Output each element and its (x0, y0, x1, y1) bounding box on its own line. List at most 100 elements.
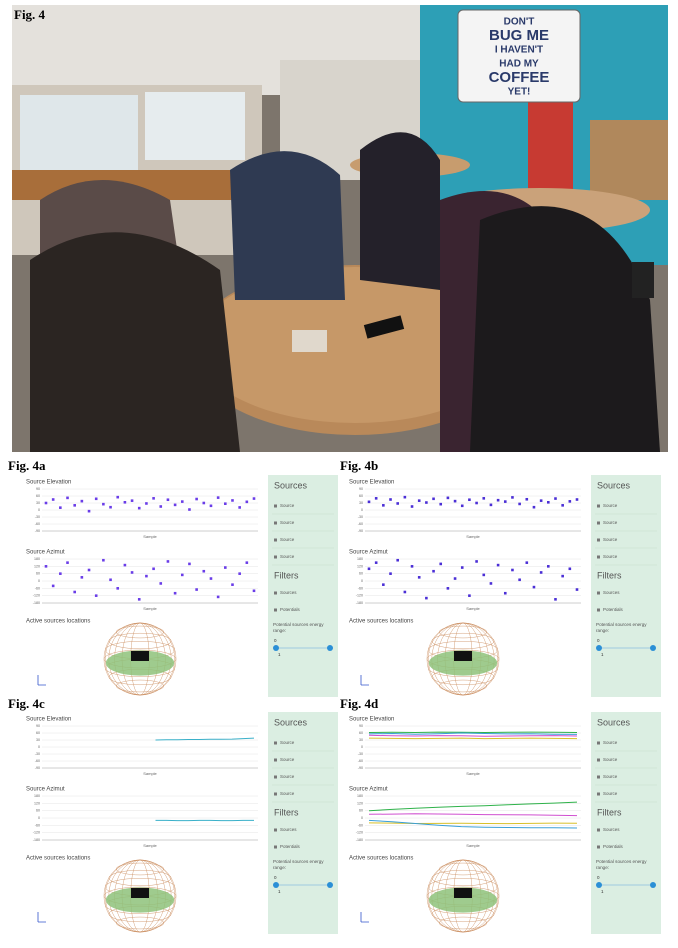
point (547, 501, 550, 504)
source-item: Source (603, 554, 618, 559)
point (425, 596, 428, 600)
source-item: Source (603, 791, 618, 796)
point (446, 587, 450, 590)
point (554, 598, 557, 601)
y-tick-label: -60 (358, 823, 363, 827)
checkbox (597, 845, 600, 849)
slider-handle[interactable] (596, 882, 602, 888)
point (44, 501, 48, 505)
photo (12, 5, 668, 452)
checkbox (274, 555, 277, 559)
line (368, 822, 578, 825)
point (209, 577, 213, 580)
sphere-wire (438, 916, 488, 930)
y-tick-label: 60 (36, 809, 40, 813)
slider-handle[interactable] (650, 645, 656, 651)
y-tick-label: 0 (361, 745, 363, 749)
point (425, 501, 428, 504)
filters-heading: Filters (597, 570, 622, 580)
point (202, 501, 206, 505)
point (51, 584, 55, 588)
point (432, 497, 435, 501)
sphere-title: Active sources locations (349, 856, 413, 862)
checkbox (274, 845, 277, 849)
source-item: Source (280, 537, 295, 542)
y-tick-label: -90 (35, 529, 40, 533)
y-tick-label: -60 (35, 586, 40, 590)
filter-item: Sources (280, 590, 297, 595)
point (403, 495, 407, 499)
point (511, 496, 514, 499)
sidebar (268, 475, 338, 697)
point (159, 582, 163, 585)
checkbox (274, 828, 277, 832)
device (131, 888, 149, 898)
y-tick-label: -120 (356, 594, 363, 598)
slider-handle[interactable] (327, 645, 333, 651)
slider-handle[interactable] (273, 645, 279, 651)
point (367, 567, 371, 571)
slider-handle[interactable] (273, 882, 279, 888)
checkbox (597, 758, 600, 762)
point (532, 585, 536, 589)
y-tick-label: 90 (36, 724, 40, 728)
point (374, 497, 378, 500)
point (130, 499, 134, 502)
source-item: Source (603, 520, 618, 525)
point (547, 565, 550, 568)
point (568, 567, 572, 571)
checkbox (597, 521, 600, 525)
point (216, 496, 220, 499)
sources-heading: Sources (597, 480, 631, 490)
x-axis-label: Sample (143, 843, 157, 848)
point (439, 502, 443, 506)
checkbox (597, 828, 600, 832)
y-tick-label: -60 (358, 759, 363, 763)
point (496, 563, 500, 567)
y-tick-label: 0 (38, 508, 40, 512)
y-tick-label: 0 (361, 816, 363, 820)
slider-handle[interactable] (650, 882, 656, 888)
y-tick-label: -90 (358, 529, 363, 533)
sphere-wire (108, 633, 172, 649)
point (195, 588, 198, 591)
y-tick-label: -120 (356, 831, 363, 835)
y-tick-label: 60 (359, 494, 363, 498)
point (73, 504, 76, 507)
sign-text: BUG ME (489, 27, 549, 44)
point (446, 496, 450, 500)
point (475, 501, 478, 505)
checkbox (597, 591, 600, 595)
slider-handle[interactable] (327, 882, 333, 888)
y-tick-label: -180 (356, 601, 363, 605)
checkbox (274, 521, 277, 525)
source-item: Source (280, 774, 295, 779)
y-tick-label: 0 (38, 816, 40, 820)
point (180, 573, 184, 577)
point (453, 577, 457, 580)
checkbox (274, 775, 277, 779)
energy-label: Potential sources energy range: (273, 622, 324, 633)
y-tick-label: -60 (358, 522, 363, 526)
axes-icon (360, 912, 369, 923)
point (482, 497, 486, 500)
sphere-floor (428, 887, 498, 913)
sign-text: YET! (508, 87, 531, 98)
y-tick-label: 180 (34, 557, 40, 561)
point (231, 583, 234, 586)
slider-handle[interactable] (596, 645, 602, 651)
point (166, 498, 170, 502)
point (44, 565, 48, 568)
point (80, 576, 84, 579)
range-max: 1 (601, 652, 604, 657)
source-item: Source (603, 757, 618, 762)
chart-title: Source Azimut (26, 550, 65, 556)
point (59, 572, 62, 575)
point (109, 505, 112, 509)
y-tick-label: 60 (359, 731, 363, 735)
chart-title: Source Azimut (26, 787, 65, 793)
x-axis-label: Sample (466, 843, 480, 848)
range-min: 0 (274, 875, 277, 880)
